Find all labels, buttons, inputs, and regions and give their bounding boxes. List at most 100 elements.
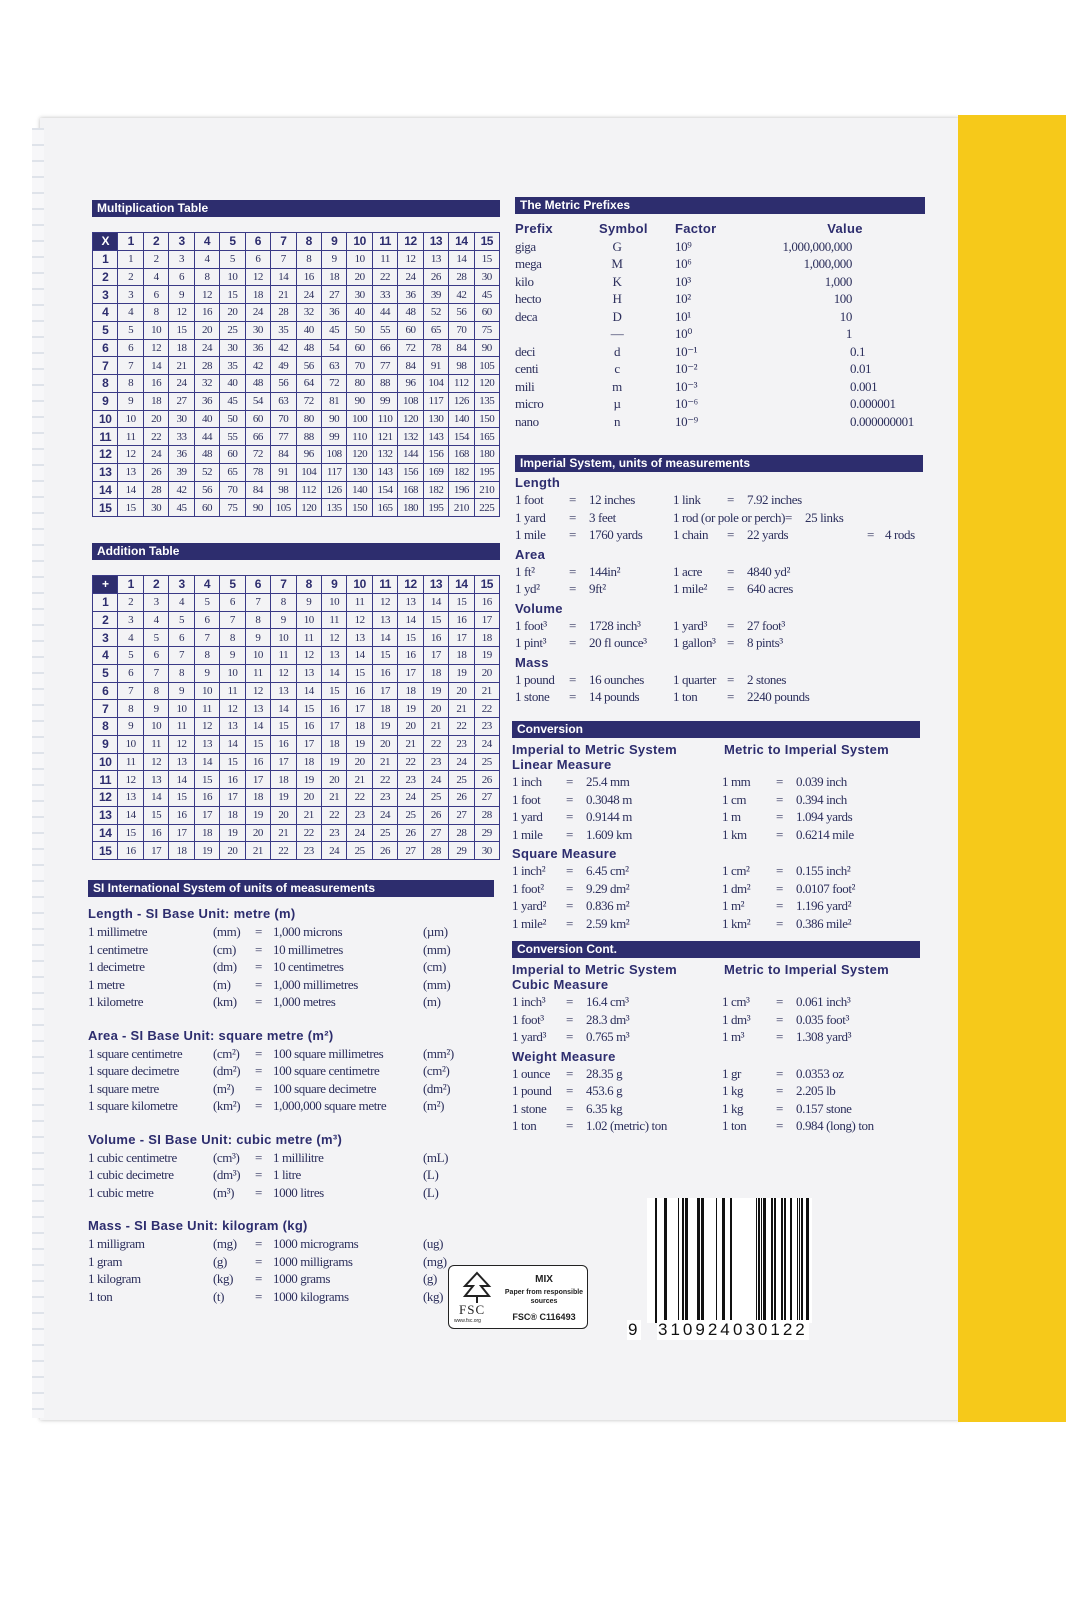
bar-stripe	[730, 1198, 732, 1333]
cell: 17	[244, 770, 272, 789]
cell: =	[776, 809, 783, 824]
cell: 4840 yd²	[747, 563, 790, 579]
cell: 8	[117, 374, 144, 393]
col-header: 7	[270, 232, 297, 251]
cell: 1.094 yards	[796, 809, 853, 824]
right-group: 1 m³ = 1.308 yard³	[722, 1028, 886, 1046]
cell: 12	[117, 445, 144, 464]
cell: 36	[168, 445, 195, 464]
fsc-url: www.fsc.org	[454, 1318, 481, 1324]
table-row: 1 square metre (m²) = 100 square decimetre (…	[88, 1080, 494, 1098]
cell: 16	[142, 823, 170, 843]
cell: 16.4 cm³	[586, 994, 629, 1009]
cell: 19	[448, 663, 475, 683]
cell: 21	[346, 770, 373, 789]
cell: 1000 grams	[273, 1271, 331, 1286]
table-row: 1 square kilometre (km²) = 1,000,000 square…	[88, 1097, 494, 1115]
cell: 1 pint³	[515, 635, 547, 650]
cell: 20	[448, 681, 475, 701]
cell: 143	[371, 462, 399, 482]
cell: 15	[142, 805, 170, 825]
headings: Imperial to Metric System Metric to Imper…	[512, 963, 920, 977]
cell: 154	[448, 427, 475, 446]
fsc-code: FSC® C116493	[512, 1312, 576, 1322]
cell: =	[569, 689, 576, 704]
table-row: 1 foot = 0.3048 m 1 cm = 0.394 inch	[512, 791, 920, 809]
cell: 24	[346, 823, 373, 843]
cell: 54	[244, 391, 272, 411]
cell: 16	[295, 717, 322, 736]
cell: 42	[244, 356, 272, 375]
cell: 1 yard	[515, 509, 546, 525]
cell: 50	[219, 409, 246, 429]
cell: 11	[117, 752, 144, 772]
block: SI International System of units of meas…	[88, 880, 494, 1305]
cell: 182	[448, 462, 475, 482]
table-row: 1 foot³ = 1728 inch³ 1 yard³ = 27 foot³	[515, 617, 923, 635]
cell: =	[727, 617, 734, 633]
section-title: Multiplication Table	[92, 200, 500, 217]
cell: 1 centimetre	[88, 941, 148, 957]
left-group: 1 yard = 3 feet	[515, 509, 673, 527]
cell: 0.386 mile²	[796, 915, 852, 931]
cell: (kg)	[423, 1288, 444, 1304]
cell: 10	[168, 699, 195, 718]
cell: 15	[168, 788, 195, 807]
bar-stripe	[790, 1198, 792, 1323]
bar-stripe	[722, 1198, 725, 1323]
cell: 19	[320, 752, 348, 772]
cell: =	[566, 1029, 573, 1044]
table-row: giga G 10⁹ 1,000,000,000	[515, 238, 925, 256]
cell: kilo	[515, 273, 534, 289]
table-row: 1 foot = 12 inches 1 link = 7.92 inches	[515, 491, 923, 509]
cell: 55	[371, 320, 399, 340]
table-row: 1 square decimetre (dm²) = 100 square centi…	[88, 1062, 494, 1080]
cell: 19	[397, 699, 424, 718]
cell: 100 square millimetres	[273, 1045, 384, 1061]
cell: 9	[168, 285, 195, 304]
table-row: 6 7 8 9 10 11 12 13 14 15 16 17 18 19 20 21	[91, 681, 501, 701]
cell: 5	[193, 592, 221, 612]
cell: 70	[270, 409, 297, 429]
cell: 0.155 inch²	[796, 863, 851, 878]
col-header: 7	[270, 575, 297, 594]
table-row: 1 cubic metre (m³) = 1000 litres (L)	[88, 1184, 494, 1202]
table-row: 9 10 11 12 13 14 15 16 17 18 19 20 21 22 23 24	[91, 734, 501, 754]
cell: 10 millimetres	[273, 941, 343, 957]
cell: 11	[117, 427, 144, 446]
cell: 1 ton	[512, 1118, 537, 1133]
cell: 10	[270, 628, 297, 647]
cell: 1 foot²	[512, 880, 544, 896]
cell: 45	[320, 320, 348, 340]
row-header: 14	[91, 480, 119, 500]
table-row: 1 stone = 14 pounds 1 ton = 2240 pounds	[515, 688, 923, 706]
cell: 10⁻¹	[675, 343, 698, 359]
cell: 65	[422, 320, 450, 340]
row-header: 6	[91, 681, 119, 701]
cell: 1 mile	[515, 527, 546, 542]
cell: 156	[397, 462, 424, 482]
cell: 12	[193, 717, 221, 736]
left-group: 1 pound = 16 ounches	[515, 671, 673, 689]
cell: 70	[346, 356, 373, 375]
cell: 11	[193, 699, 221, 718]
cell: 168	[397, 480, 424, 500]
table-row: 14 14 28 42 56 70 84 98 112 126 140 154 168 182 196 210	[91, 480, 501, 500]
cell: 117	[320, 462, 348, 482]
cell: 1 pound	[515, 671, 555, 687]
cell: 78	[244, 462, 272, 482]
cell: 18	[397, 681, 424, 701]
cell: 63	[320, 356, 348, 375]
cell: centi	[515, 361, 539, 376]
row-header: 10	[91, 409, 119, 429]
cell: =	[255, 924, 262, 939]
col-header: 5	[219, 232, 246, 251]
bar-stripe	[801, 1198, 803, 1323]
cell: 60	[397, 320, 424, 340]
cell: 144	[397, 445, 424, 464]
cell: 23	[397, 770, 424, 789]
cell: 8	[168, 663, 195, 683]
section-heading: Linear Measure	[512, 757, 612, 772]
cell: 168	[448, 445, 475, 464]
